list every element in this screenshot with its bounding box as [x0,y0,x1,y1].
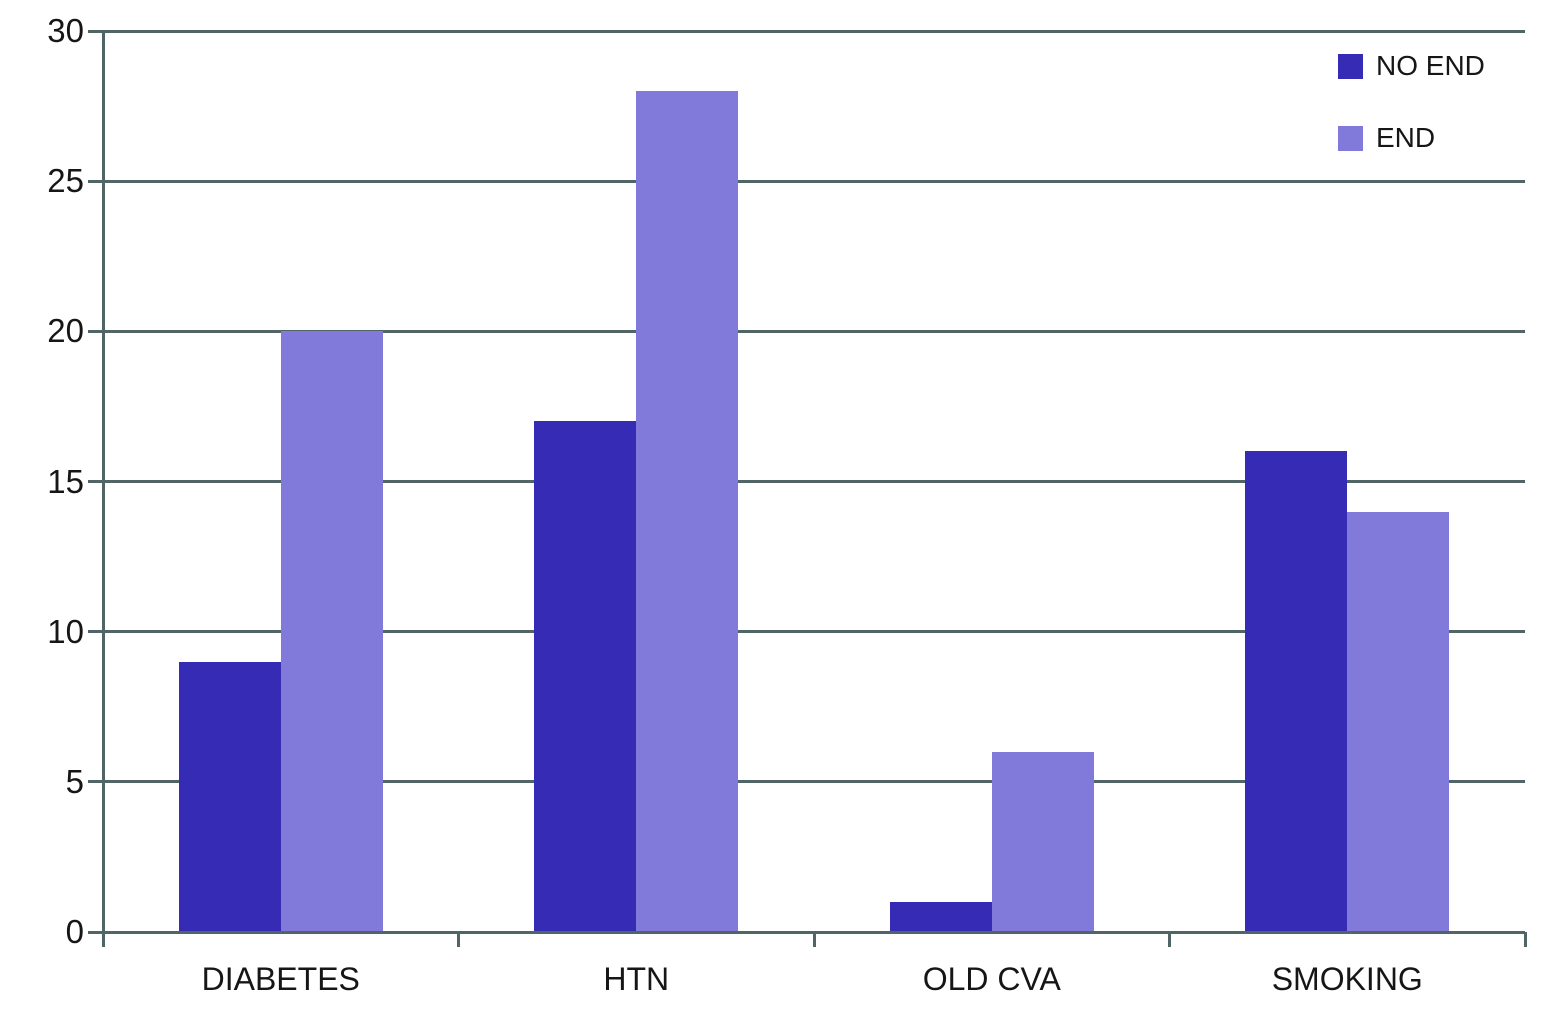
legend-swatch-end [1338,125,1363,151]
gridline-5 [103,780,1525,784]
y-axis-tick-25 [88,179,103,183]
x-axis-tick-0 [101,932,105,947]
y-axis-tick-5 [88,780,103,784]
plot-area [88,29,1527,947]
bar-diabetes-end [280,331,383,932]
y-tick-label-30: 30 [47,12,84,49]
y-axis-tick-30 [88,29,103,33]
x-category-label-smoking: SMOKING [1271,961,1423,997]
y-axis-tick-15 [88,480,103,483]
legend-item-no-end: NO END [1338,52,1485,80]
y-tick-label-10: 10 [47,612,84,650]
x-category-label-diabetes: DIABETES [201,961,360,997]
y-axis-tick-20 [88,329,103,333]
bar-old-cva-end [991,751,1094,932]
gridline-30 [103,29,1525,33]
gridline-20 [103,329,1525,333]
x-axis-tick-1 [457,932,460,947]
bar-smoking-no-end [1245,451,1348,932]
x-category-label-old-cva: OLD CVA [922,961,1061,997]
y-tick-label-5: 5 [65,762,84,800]
x-axis-tick-3 [1168,932,1171,947]
bar-smoking-end [1347,511,1450,932]
bar-htn-end [636,91,739,932]
y-tick-label-15: 15 [47,462,84,500]
legend-label-no-end: NO END [1376,50,1485,81]
y-tick-label-0: 0 [65,913,84,950]
legend: NO END END [1338,52,1485,152]
bar-htn-no-end [534,421,637,932]
legend-label-end: END [1376,122,1436,153]
gridline-10 [103,630,1525,634]
x-category-label-htn: HTN [603,961,670,997]
y-axis-line [101,31,105,947]
x-axis-tick-4 [1523,932,1527,947]
legend-swatch-no-end [1338,53,1363,79]
legend-item-end: END [1338,124,1485,152]
y-axis-tick-0 [88,930,103,934]
y-tick-label-25: 25 [47,162,84,200]
gridline-25 [103,179,1525,183]
y-axis-tick-10 [88,630,103,634]
bar-diabetes-no-end [178,661,281,932]
gridline-15 [103,480,1525,483]
y-tick-label-20: 20 [47,312,84,350]
x-axis-tick-2 [812,932,816,947]
bar-old-cva-no-end [889,901,992,932]
